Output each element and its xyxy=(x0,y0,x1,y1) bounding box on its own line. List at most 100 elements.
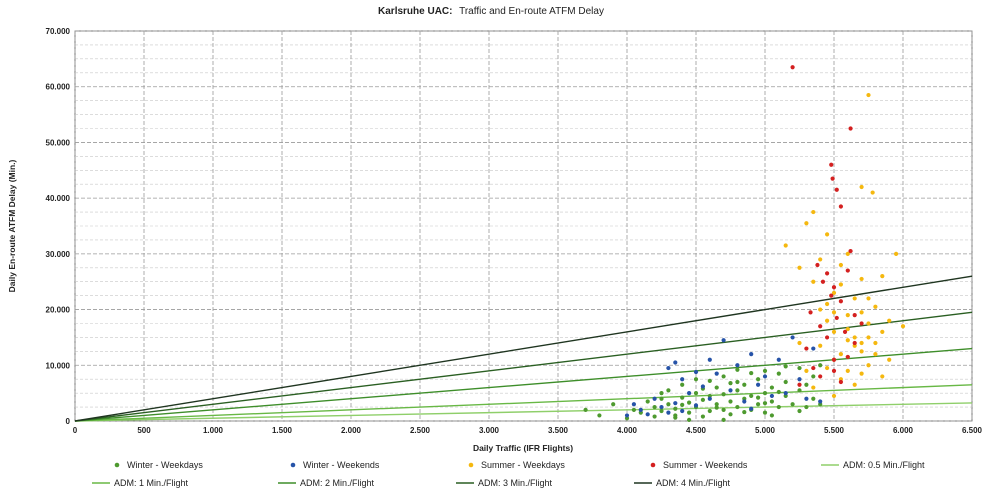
legend-item: Summer - Weekends xyxy=(650,460,748,470)
data-point xyxy=(666,388,671,393)
legend-label: Winter - Weekdays xyxy=(127,460,203,470)
data-point xyxy=(838,282,844,287)
data-point xyxy=(845,354,850,360)
data-point xyxy=(834,315,839,321)
data-point xyxy=(707,378,712,383)
data-point xyxy=(848,248,853,254)
data-point xyxy=(687,417,692,422)
data-point xyxy=(825,301,830,307)
chart-title: Karlsruhe UAC: Traffic and En-route ATFM… xyxy=(378,6,604,17)
data-point xyxy=(749,406,754,411)
data-point xyxy=(825,365,830,371)
data-point xyxy=(811,209,816,215)
data-point xyxy=(797,365,802,371)
data-point xyxy=(583,407,588,412)
data-point xyxy=(749,393,754,399)
data-point xyxy=(859,310,864,315)
data-point xyxy=(673,401,678,406)
legend-item: ADM: 0.5 Min./Flight xyxy=(821,460,925,470)
data-point xyxy=(700,397,706,402)
data-point xyxy=(842,329,848,334)
data-point xyxy=(811,365,816,371)
data-point xyxy=(866,335,871,340)
data-point xyxy=(776,357,781,362)
data-point xyxy=(852,313,857,318)
data-point xyxy=(804,404,809,410)
data-point xyxy=(638,407,643,412)
data-point xyxy=(742,409,747,415)
legend-item: ADM: 3 Min./Flight xyxy=(456,478,553,488)
data-point xyxy=(845,326,850,332)
x-tick-label: 1.500 xyxy=(272,426,293,435)
data-point xyxy=(808,310,813,315)
data-point xyxy=(825,318,830,323)
legend: Winter - Weekdays Winter - Weekends Summer… xyxy=(92,460,925,488)
data-point xyxy=(859,321,864,326)
legend-label: Summer - Weekdays xyxy=(481,460,565,470)
data-point xyxy=(680,377,685,382)
data-point xyxy=(804,368,809,373)
data-point xyxy=(797,408,802,414)
y-tick-label: 70.000 xyxy=(46,27,71,36)
data-point xyxy=(783,364,788,369)
data-point xyxy=(831,310,837,315)
data-point xyxy=(818,324,823,329)
data-point xyxy=(645,412,650,417)
data-point xyxy=(873,340,878,346)
data-point xyxy=(804,396,809,401)
data-point xyxy=(721,338,726,343)
chart-title-bold: Karlsruhe UAC: xyxy=(378,6,452,17)
x-tick-label: 3.500 xyxy=(548,426,569,435)
data-point xyxy=(797,377,802,382)
data-point xyxy=(728,388,733,393)
legend-item: ADM: 1 Min./Flight xyxy=(92,478,189,488)
data-point xyxy=(659,404,664,410)
data-point xyxy=(659,391,664,396)
data-point xyxy=(611,402,616,407)
data-point xyxy=(700,384,706,389)
data-point xyxy=(859,371,864,376)
data-point xyxy=(762,410,768,415)
data-point xyxy=(859,276,864,282)
data-point xyxy=(666,410,671,415)
data-point xyxy=(728,412,733,417)
data-point xyxy=(693,369,699,375)
data-point xyxy=(776,371,781,376)
data-point xyxy=(714,405,719,410)
x-tick-label: 1.000 xyxy=(203,426,224,435)
legend-item: ADM: 4 Min./Flight xyxy=(634,478,731,488)
data-point xyxy=(714,402,719,407)
y-tick-label: 20.000 xyxy=(46,306,71,315)
data-point xyxy=(880,329,885,334)
x-tick-label: 4.000 xyxy=(617,426,638,435)
data-point xyxy=(707,357,712,362)
legend-item: Summer - Weekdays xyxy=(468,460,565,470)
data-point xyxy=(838,262,844,268)
y-axis-label: Daily En-route ATFM Delay (Min.) xyxy=(7,159,17,292)
chart-title-rest: Traffic and En-route ATFM Delay xyxy=(459,6,604,17)
data-point xyxy=(880,374,885,379)
data-point xyxy=(756,382,761,387)
data-point xyxy=(673,406,678,411)
x-axis-label: Daily Traffic (IFR Flights) xyxy=(473,443,573,453)
data-point xyxy=(735,379,740,385)
data-point xyxy=(762,401,768,406)
legend-item: Winter - Weekdays xyxy=(114,460,203,470)
data-point xyxy=(797,388,802,393)
data-point xyxy=(838,379,844,385)
data-point xyxy=(834,187,839,192)
data-point xyxy=(790,402,795,407)
y-tick-label: 10.000 xyxy=(46,361,71,370)
x-tick-label: 3.000 xyxy=(479,426,500,435)
data-point xyxy=(818,307,823,312)
data-point xyxy=(831,393,837,399)
data-point xyxy=(687,400,692,405)
data-point xyxy=(735,388,740,393)
data-point xyxy=(749,370,754,376)
data-point xyxy=(838,352,844,357)
data-point xyxy=(790,335,795,340)
data-point xyxy=(894,251,899,256)
data-point xyxy=(680,382,685,387)
adm-line xyxy=(74,311,973,422)
